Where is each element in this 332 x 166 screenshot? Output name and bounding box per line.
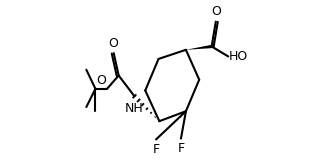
Text: O: O xyxy=(108,37,118,50)
Text: F: F xyxy=(177,142,185,155)
Text: NH: NH xyxy=(124,102,143,115)
Polygon shape xyxy=(186,45,212,50)
Text: O: O xyxy=(96,74,106,87)
Text: HO: HO xyxy=(229,50,248,63)
Text: O: O xyxy=(211,5,221,18)
Text: F: F xyxy=(152,143,160,156)
